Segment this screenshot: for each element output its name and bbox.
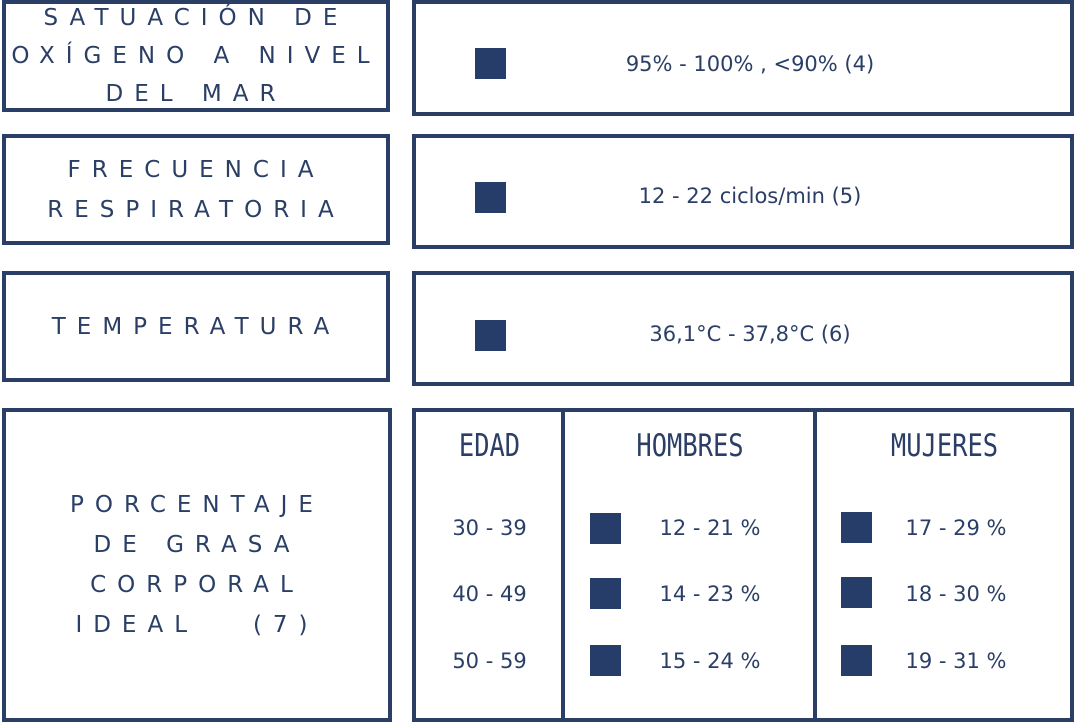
fat-label: PORCENTAJE DE GRASA CORPORAL IDEAL (7) xyxy=(2,408,392,722)
header-age: EDAD xyxy=(458,428,521,464)
temperature-marker-square xyxy=(475,320,506,351)
women-cell-2: 18 - 30 % xyxy=(905,582,1007,606)
age-cell-3: 50 - 59 xyxy=(452,649,527,673)
respiratory-label-line-1: FRECUENCIA xyxy=(67,156,325,183)
men-marker-3 xyxy=(590,645,621,676)
fat-label-line-3: CORPORAL xyxy=(90,572,304,598)
men-cell-3: 15 - 24 % xyxy=(659,649,761,673)
oxygen-label-line-1: SATUACIÓN DE xyxy=(43,5,349,31)
temperature-value-box xyxy=(412,271,1074,386)
fat-label-box xyxy=(2,408,392,722)
respiratory-marker-square xyxy=(475,182,506,213)
men-cell-2: 14 - 23 % xyxy=(659,582,761,606)
women-marker-3 xyxy=(841,645,872,676)
women-marker-2 xyxy=(841,577,872,608)
women-marker-1 xyxy=(841,512,872,543)
respiratory-value-box xyxy=(412,134,1074,249)
fat-table-box xyxy=(412,408,1074,722)
oxygen-label-line-2: OXÍGENO A NIVEL xyxy=(11,43,381,69)
age-cell-1: 30 - 39 xyxy=(452,516,527,540)
fat-label-line-1: PORCENTAJE xyxy=(70,492,324,518)
oxygen-label: SATUACIÓN DE OXÍGENO A NIVEL DEL MAR xyxy=(2,0,390,112)
men-cell-1: 12 - 21 % xyxy=(659,516,761,540)
oxygen-label-line-3: DEL MAR xyxy=(105,81,287,107)
header-women: MUJERES xyxy=(890,428,999,464)
temperature-label-line-1: TEMPERATURA xyxy=(51,313,341,340)
fat-label-line-4: IDEAL (7) xyxy=(75,612,319,638)
temperature-value: 36,1°C - 37,8°C (6) xyxy=(649,322,851,346)
oxygen-value: 95% - 100% , <90% (4) xyxy=(625,52,875,76)
fat-table-divider-2 xyxy=(813,408,817,722)
oxygen-marker-square xyxy=(475,48,506,79)
men-marker-2 xyxy=(590,578,621,609)
respiratory-label-line-2: RESPIRATORIA xyxy=(47,196,345,223)
respiratory-label-box xyxy=(2,134,390,245)
fat-label-line-2: DE GRASA xyxy=(93,532,301,558)
men-marker-1 xyxy=(590,513,621,544)
header-men: HOMBRES xyxy=(636,428,744,464)
oxygen-label-box xyxy=(2,0,390,112)
oxygen-value-box xyxy=(412,0,1074,116)
respiratory-value: 12 - 22 ciclos/min (5) xyxy=(638,184,862,208)
women-cell-1: 17 - 29 % xyxy=(905,516,1007,540)
women-cell-3: 19 - 31 % xyxy=(905,649,1007,673)
temperature-label-box xyxy=(2,271,390,382)
temperature-label: TEMPERATURA xyxy=(2,271,390,382)
respiratory-label: FRECUENCIA RESPIRATORIA xyxy=(2,134,390,245)
age-cell-2: 40 - 49 xyxy=(452,582,527,606)
fat-table-divider-1 xyxy=(561,408,565,722)
